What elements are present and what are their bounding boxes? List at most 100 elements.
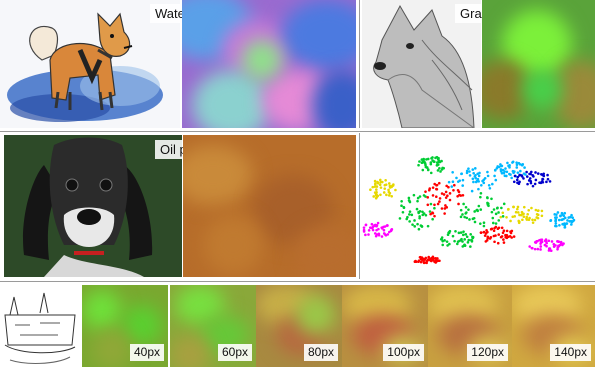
tsne-point (502, 229, 506, 233)
tsne-point (485, 239, 489, 242)
tsne-point (544, 238, 548, 241)
tsne-point (531, 184, 535, 188)
tsne-point (514, 210, 518, 214)
tsne-point (534, 208, 538, 212)
tsne-point (388, 191, 392, 195)
tsne-point (416, 196, 420, 200)
tsne-point (510, 229, 514, 233)
tsne-point (517, 221, 521, 225)
tsne-point (423, 162, 427, 165)
tsne-point (543, 243, 547, 247)
tsne-point (429, 161, 433, 164)
tsne-point (461, 184, 465, 187)
tsne-point (375, 185, 379, 188)
tsne-point (480, 183, 483, 187)
tsne-point (371, 185, 375, 189)
scale-label-60: 60px (217, 344, 252, 361)
tsne-point (431, 217, 434, 221)
tsne-point (518, 174, 521, 177)
tsne-point (440, 207, 444, 210)
tsne-point (496, 206, 499, 210)
tsne-point (527, 208, 530, 212)
tsne-point (448, 198, 452, 202)
tsne-point (491, 182, 494, 186)
tsne-point (465, 235, 469, 239)
tsne-point (438, 197, 442, 200)
tsne-point (474, 174, 477, 177)
tsne-point (508, 166, 511, 169)
tsne-point (540, 214, 544, 218)
tsne-point (446, 194, 449, 198)
tsne-point (419, 255, 422, 259)
tsne-point (401, 210, 405, 214)
tsne-point (371, 228, 375, 232)
tsne-point (558, 223, 561, 227)
tsne-point (410, 213, 414, 217)
tsne-point (473, 220, 477, 224)
tsne-point (459, 238, 463, 242)
tsne-point (572, 218, 576, 222)
tsne-point (496, 241, 500, 245)
tsne-point (502, 238, 505, 241)
scale-label-100: 100px (383, 344, 424, 361)
tsne-point (438, 167, 441, 170)
tsne-point (390, 194, 394, 198)
tsne-point (445, 184, 448, 188)
tsne-point (426, 203, 430, 207)
tsne-point (436, 169, 440, 172)
tsne-point (471, 177, 475, 181)
tsne-point (522, 177, 525, 180)
tsne-point (464, 233, 468, 236)
tsne-point (364, 233, 367, 237)
tsne-point (437, 160, 441, 163)
tsne-point (557, 218, 561, 222)
tsne-point (557, 240, 561, 244)
tsne-point (560, 211, 564, 215)
tsne-point (479, 191, 483, 195)
tsne-point (512, 205, 515, 209)
tsne-point (367, 233, 370, 236)
tsne-point (559, 241, 563, 245)
tsne-point (456, 194, 459, 198)
scale-100px-texture: 100px (342, 285, 428, 367)
tsne-point (500, 206, 503, 210)
tsne-point (448, 229, 452, 233)
tsne-point (515, 166, 519, 169)
tsne-point (485, 228, 488, 232)
tsne-point (450, 185, 454, 188)
tsne-point (536, 247, 540, 251)
tsne-point (491, 216, 495, 220)
tsne-point (422, 157, 426, 161)
tsne-point (493, 226, 496, 230)
tsne-point (452, 188, 455, 192)
tsne-point (477, 187, 480, 191)
tsne-point (534, 241, 538, 244)
tsne-point (515, 178, 519, 182)
tsne-point (512, 235, 516, 238)
tsne-point (547, 247, 551, 250)
tsne-point (419, 224, 423, 227)
tsne-point (568, 215, 572, 219)
tsne-point (459, 231, 463, 234)
tsne-point (387, 182, 391, 185)
tsne-point (433, 214, 436, 218)
tsne-point (471, 168, 475, 171)
tsne-point (479, 208, 483, 211)
tsne-point (417, 259, 421, 262)
tsne-point (415, 207, 419, 211)
tsne-point (385, 193, 388, 197)
oil-paint-dog-image (4, 135, 182, 277)
tsne-point (408, 213, 411, 216)
tsne-point (494, 222, 498, 225)
tsne-point (413, 260, 417, 263)
tsne-point (426, 196, 430, 199)
tsne-point (421, 210, 424, 214)
tsne-point (425, 259, 429, 263)
tsne-point (431, 156, 434, 159)
tsne-point (411, 223, 414, 226)
tsne-point (422, 194, 426, 197)
tsne-point (571, 216, 574, 220)
tsne-point (436, 257, 439, 260)
tsne-point (417, 227, 421, 231)
tsne-point (451, 234, 455, 238)
